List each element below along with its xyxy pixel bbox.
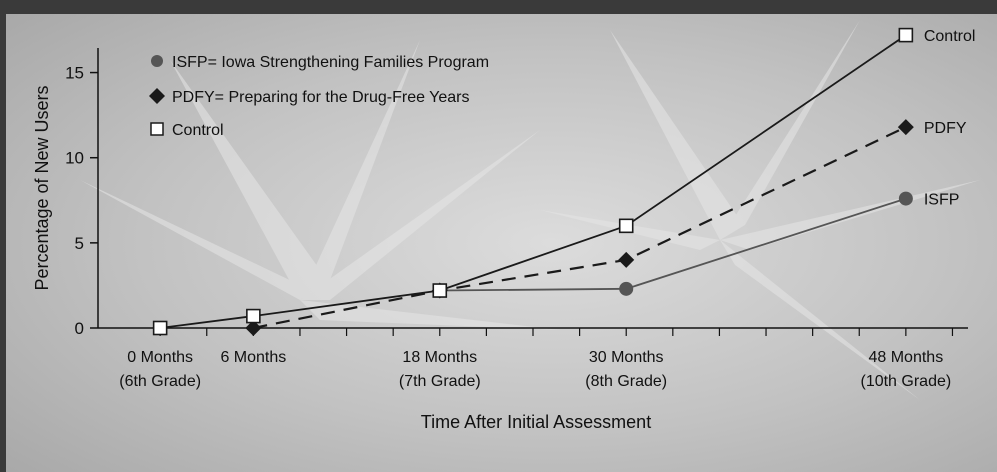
point-control-30 — [618, 218, 634, 234]
series-line-pdfy — [253, 126, 907, 330]
x-tick-label-18: 18 Months — [402, 349, 477, 366]
y-tick-label-5: 5 — [75, 234, 84, 253]
point-pdfy-30 — [618, 251, 635, 268]
x-tick-label-0: 0 Months — [127, 349, 193, 366]
legend: ISFP= Iowa Strengthening Families Progra… — [149, 54, 489, 139]
series-end-label-isfp: ISFP — [924, 192, 960, 209]
x-tick-sublabel-0: (6th Grade) — [119, 373, 201, 390]
point-isfp-48 — [898, 191, 913, 206]
series-end-label-pdfy: PDFY — [924, 120, 967, 137]
y-axis-label: Percentage of New Users — [32, 85, 52, 290]
x-tick-sublabel-18: (7th Grade) — [399, 373, 481, 390]
x-tick-sublabel-48: (10th Grade) — [860, 373, 951, 390]
point-control-18 — [432, 283, 448, 298]
point-control-0 — [152, 320, 168, 336]
legend-marker-isfp — [151, 55, 163, 67]
legend-label-pdfy: PDFY= Preparing for the Drug-Free Years — [172, 89, 469, 106]
plot-panel — [6, 14, 997, 472]
y-tick-label-10: 10 — [65, 149, 84, 168]
series-end-label-control: Control — [924, 28, 976, 45]
point-control-48 — [898, 27, 914, 43]
legend-label-control: Control — [172, 122, 224, 139]
x-tick-label-48: 48 Months — [868, 349, 943, 366]
point-control-6 — [246, 308, 261, 324]
legend-label-isfp: ISFP= Iowa Strengthening Families Progra… — [172, 54, 489, 71]
legend-marker-pdfy — [149, 88, 165, 104]
y-tick-label-0: 0 — [75, 319, 84, 338]
legend-marker-control — [150, 122, 164, 136]
background-leaf-decoration — [80, 20, 980, 400]
point-isfp-30 — [619, 281, 634, 296]
series-layer: ISFP PDFY Control — [152, 27, 976, 336]
point-pdfy-6 — [245, 320, 262, 336]
axes: 0 5 10 15 0 Months (6th Grade) 6 Months 18 Mont… — [65, 48, 968, 390]
x-tick-label-30: 30 Months — [589, 349, 664, 366]
x-axis-label: Time After Initial Assessment — [421, 412, 651, 432]
point-pdfy-48 — [897, 119, 914, 136]
y-tick-label-15: 15 — [65, 64, 84, 83]
x-tick-sublabel-30: (8th Grade) — [585, 373, 667, 390]
x-tick-label-6: 6 Months — [220, 349, 286, 366]
